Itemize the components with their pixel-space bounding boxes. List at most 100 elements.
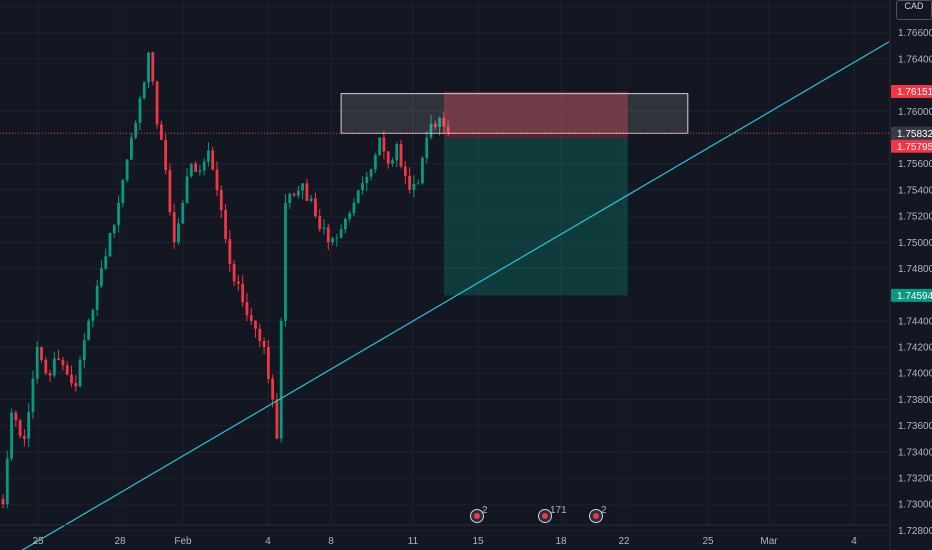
trendline[interactable] [16, 41, 890, 550]
candle-body [159, 124, 163, 140]
stop-loss-zone[interactable] [443, 91, 628, 139]
candle-body [254, 320, 257, 329]
candle-body [373, 154, 377, 170]
candle-body [232, 263, 236, 282]
x-tick-label: Feb [174, 536, 192, 547]
y-tick-label: 1.76000 [898, 107, 932, 118]
candle-body [177, 223, 180, 243]
candle-body [185, 176, 189, 203]
x-tick-label: 8 [328, 536, 334, 547]
candle-body [61, 360, 65, 366]
candle-body [301, 183, 304, 191]
candle-body [172, 212, 176, 243]
price-tag [891, 85, 932, 99]
candle-body [356, 190, 360, 203]
x-tick-label: 18 [555, 536, 567, 547]
candle-body [164, 139, 168, 171]
candle-body [416, 183, 420, 185]
candle-body [378, 137, 382, 155]
event-marker[interactable]: 2 [589, 505, 608, 523]
candle-body [429, 123, 433, 138]
candle-body [104, 256, 108, 269]
overlays: 2 171 2 [0, 41, 890, 550]
y-tick-label: 1.75000 [898, 238, 932, 249]
event-marker[interactable]: 171 [538, 505, 568, 523]
candle-body [5, 458, 9, 505]
y-tick-label: 1.74800 [898, 264, 932, 275]
y-tick-label: 1.76600 [898, 28, 932, 39]
candle-body [87, 320, 90, 341]
y-tick-label: 1.72800 [898, 526, 932, 537]
y-tick-label: 1.73600 [898, 421, 932, 432]
candle-body [215, 169, 219, 190]
y-tick-label: 1.73200 [898, 473, 932, 484]
price-tag-label: 1.75832 [897, 129, 932, 140]
event-count: 2 [482, 505, 488, 516]
resistance-zone-box[interactable] [340, 93, 689, 134]
candle-body [326, 227, 330, 243]
candle-body [27, 412, 31, 439]
price-tag-label: 1.75795 [897, 142, 932, 153]
y-tick-label: 1.74400 [898, 316, 932, 327]
y-tick-label: 1.75200 [898, 212, 932, 223]
event-count: 2 [601, 505, 607, 516]
x-tick-label: 4 [265, 536, 271, 547]
candle-body [189, 163, 193, 177]
y-tick-label: 1.74200 [898, 343, 932, 354]
candle-body [57, 358, 61, 361]
candle-body [258, 328, 262, 341]
candle-body [155, 81, 159, 125]
event-dot-icon [474, 513, 480, 519]
candle-body [288, 193, 292, 203]
candle-body [91, 310, 95, 321]
take-profit-zone[interactable] [443, 138, 628, 296]
candle-body [198, 170, 202, 172]
candle-body [14, 412, 18, 421]
candle-body [10, 412, 13, 459]
y-tick-label: 1.75400 [898, 185, 932, 196]
candle-body [266, 347, 270, 379]
candle-body [305, 183, 309, 201]
candle-body [339, 229, 343, 238]
y-tick-label: 1.76400 [898, 54, 932, 65]
x-tick-label: 11 [408, 536, 419, 547]
candle-body [245, 302, 249, 316]
candle-body [194, 163, 197, 172]
candle-body [1, 498, 5, 505]
candle-body [314, 198, 317, 217]
candle-body [446, 126, 450, 134]
candle-body [241, 283, 245, 303]
candle-body [142, 82, 146, 99]
candle-body [335, 237, 339, 239]
candle-body [442, 117, 446, 127]
candle-body [403, 166, 407, 176]
candle-body [382, 137, 386, 152]
candle-body [237, 281, 240, 284]
candle-body [399, 144, 403, 167]
candle-body [202, 161, 206, 171]
price-tag-label: 1.74594 [897, 291, 932, 302]
candle-body [100, 268, 103, 286]
event-dot-icon [542, 513, 548, 519]
candle-body [361, 183, 364, 191]
candle-body [134, 122, 138, 138]
candle-body [318, 216, 322, 229]
x-tick-label: Mar [760, 536, 778, 547]
event-marker[interactable]: 2 [470, 505, 489, 523]
event-dot-icon [593, 513, 599, 519]
candle-body [421, 158, 424, 184]
currency-label[interactable]: CAD [896, 0, 932, 20]
candle-body [44, 360, 48, 374]
candle-body [78, 360, 82, 387]
candle-body [207, 150, 210, 162]
x-tick-label: 4 [851, 536, 857, 547]
candle-body [292, 193, 296, 196]
candle-body [228, 239, 232, 264]
candle-body [23, 436, 26, 439]
candle-body [275, 399, 279, 439]
candle-body [65, 365, 69, 375]
price-tag [891, 139, 932, 153]
candle-body [344, 218, 347, 230]
